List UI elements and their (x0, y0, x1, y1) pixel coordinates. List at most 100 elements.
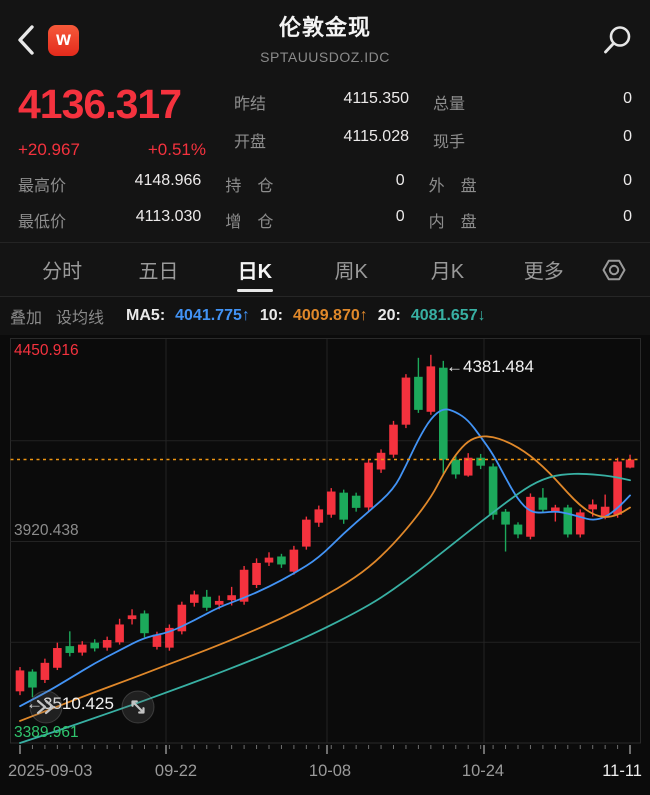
open-label: 开盘 (234, 134, 267, 152)
ma-toolbar: 叠加 设均线 MA5: 4041.775↑ 10: 4009.870↑ 20: … (0, 296, 650, 335)
ma10-label: 10: (259, 306, 283, 324)
fast-forward-button[interactable] (29, 690, 63, 724)
candle-body (177, 604, 187, 632)
candle-body (575, 512, 585, 535)
back-button[interactable] (16, 20, 42, 60)
current-volume-label: 现手 (433, 134, 466, 152)
kline-chart[interactable]: 4450.916 3920.438 3389.961 ←4381.484 ←3510.4… (0, 335, 650, 790)
candle-body (102, 640, 112, 648)
candle-body (513, 524, 523, 535)
candle-body (252, 562, 261, 585)
candle-body (451, 459, 461, 475)
tab-more[interactable]: 更多 (523, 261, 564, 284)
ma20-label: 20: (377, 306, 401, 324)
total-volume-value: 0 (623, 90, 632, 108)
tab-weekly-k[interactable]: 周K (334, 261, 368, 284)
open-interest-label: 持 仓 (225, 178, 274, 196)
candle-body (563, 507, 573, 535)
prev-close-label: 昨结 (234, 96, 267, 114)
candle-body (551, 507, 560, 513)
search-icon (604, 26, 631, 54)
tab-monthly-k[interactable]: 月K (430, 261, 465, 284)
fast-forward-icon (36, 699, 55, 715)
tab-daily-k[interactable]: 日K (207, 243, 303, 296)
candle-body (65, 646, 75, 653)
candle-body (376, 452, 386, 470)
candle-body (127, 615, 137, 620)
candle-body (202, 596, 212, 608)
period-tabs: 分时 五日 日K 周K 月K 更多 (0, 243, 650, 296)
quote-grid: 昨结 4115.350 总量 0 开盘 4115.028 现手 0 (216, 84, 632, 160)
page-title: 伦敦金现 (278, 15, 371, 40)
expand-button[interactable] (121, 690, 155, 724)
prev-close-value: 4115.350 (343, 90, 409, 108)
candle-body (53, 648, 62, 668)
high-value: 4148.966 (134, 172, 202, 190)
candle-body (40, 662, 50, 680)
candle-body (401, 377, 411, 425)
outer-volume-value: 0 (623, 172, 632, 190)
divider (0, 295, 650, 297)
candle-body (588, 504, 597, 510)
ma-values: MA5: 4041.775↑ 10: 4009.870↑ 20: 4081.65… (126, 307, 486, 325)
open-interest-value: 0 (395, 172, 405, 190)
plot-border (10, 337, 641, 744)
candle-body (326, 491, 336, 515)
active-tab-underline (236, 288, 273, 292)
candle-body (289, 549, 299, 572)
candle-body (277, 556, 286, 565)
ma10-line (19, 435, 631, 722)
candle-body (28, 671, 37, 688)
open-value: 4115.028 (343, 128, 409, 146)
y-axis-mid-label: 3920.438 (14, 522, 79, 539)
candle-body (190, 594, 199, 603)
set-ma-button[interactable]: 设均线 (56, 309, 105, 327)
outer-volume-label: 外 盘 (428, 178, 477, 196)
candle-body (264, 557, 274, 563)
candle-body (613, 461, 622, 515)
low-price-annotation: ←3510.425 (26, 694, 114, 713)
low-value: 4113.030 (135, 208, 202, 226)
candle-body (364, 462, 373, 508)
candle-body (488, 466, 498, 515)
stats-panel: 最高价 4148.966 持 仓 0 外 盘 0 最低价 4113.030 增 … (0, 168, 650, 242)
search-button[interactable] (600, 23, 634, 57)
oi-change-value: 0 (395, 208, 405, 226)
candle-body (426, 366, 436, 412)
candle-body (115, 624, 124, 643)
high-price-annotation: ←4381.484 (446, 357, 534, 376)
candle-body (526, 496, 535, 537)
tab-five-day[interactable]: 五日 (138, 261, 179, 284)
price-change-percent: +0.51% (147, 140, 206, 160)
overlay-button[interactable]: 叠加 (10, 309, 43, 327)
x-axis-label: 09-22 (155, 762, 197, 780)
tab-minute[interactable]: 分时 (42, 261, 83, 284)
wind-app-logo[interactable]: w (48, 24, 79, 56)
candle-body (476, 457, 485, 466)
expand-diagonal-icon (131, 700, 145, 714)
x-axis-label: 11-11 (602, 762, 642, 780)
y-axis-max-label: 4450.916 (14, 342, 79, 359)
candle-body (414, 376, 423, 410)
candle-body (538, 497, 548, 510)
candle-body (439, 367, 448, 460)
title-block: 伦敦金现 SPTAUUSDOZ.IDC (0, 10, 650, 65)
candle-body (389, 424, 398, 455)
indicator-settings-button[interactable] (592, 243, 636, 296)
ma5-label: MA5: (126, 306, 166, 324)
x-axis-label: 10-08 (309, 762, 351, 780)
ma20-line (19, 472, 631, 744)
ma5-line (19, 408, 631, 708)
current-volume-value: 0 (623, 128, 632, 146)
ma5-value: 4041.775↑ (175, 306, 250, 324)
candle-body (214, 600, 224, 605)
x-axis-label: 2025-09-03 (8, 762, 92, 780)
inner-volume-label: 内 盘 (428, 214, 477, 232)
candle-body (600, 506, 610, 517)
candle-body (77, 644, 87, 653)
candle-body (302, 519, 311, 547)
instrument-code: SPTAUUSDOZ.IDC (260, 49, 390, 65)
candle-body (501, 511, 510, 525)
price-block: 4136.317 +20.967 +0.51% (18, 83, 216, 160)
